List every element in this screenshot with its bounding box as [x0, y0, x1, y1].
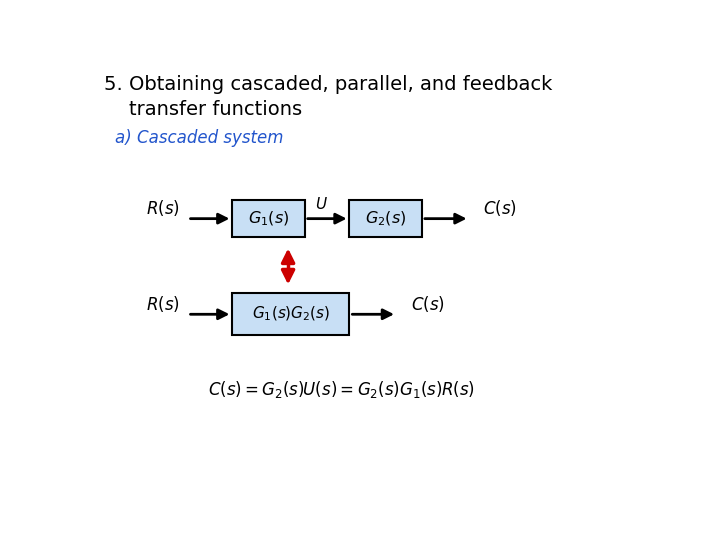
FancyBboxPatch shape: [233, 294, 349, 335]
Text: 5. Obtaining cascaded, parallel, and feedback: 5. Obtaining cascaded, parallel, and fee…: [104, 75, 552, 94]
Text: $G_2(s)$: $G_2(s)$: [365, 210, 407, 228]
Text: $C(s)$: $C(s)$: [483, 198, 517, 218]
Text: $C(s)$: $C(s)$: [410, 294, 444, 314]
FancyBboxPatch shape: [349, 200, 422, 238]
FancyBboxPatch shape: [233, 200, 305, 238]
Text: $C(s) = G_2(s)U(s) = G_2(s)G_1(s)R(s)$: $C(s) = G_2(s)U(s) = G_2(s)G_1(s)R(s)$: [207, 379, 474, 400]
Text: transfer functions: transfer functions: [104, 100, 302, 119]
Text: $G_1(s)G_2(s)$: $G_1(s)G_2(s)$: [252, 305, 330, 323]
Text: $R(s)$: $R(s)$: [145, 198, 179, 218]
Text: $U$: $U$: [315, 196, 328, 212]
Text: a) Cascaded system: a) Cascaded system: [115, 129, 284, 147]
Text: $R(s)$: $R(s)$: [145, 294, 179, 314]
Text: $G_1(s)$: $G_1(s)$: [248, 210, 289, 228]
